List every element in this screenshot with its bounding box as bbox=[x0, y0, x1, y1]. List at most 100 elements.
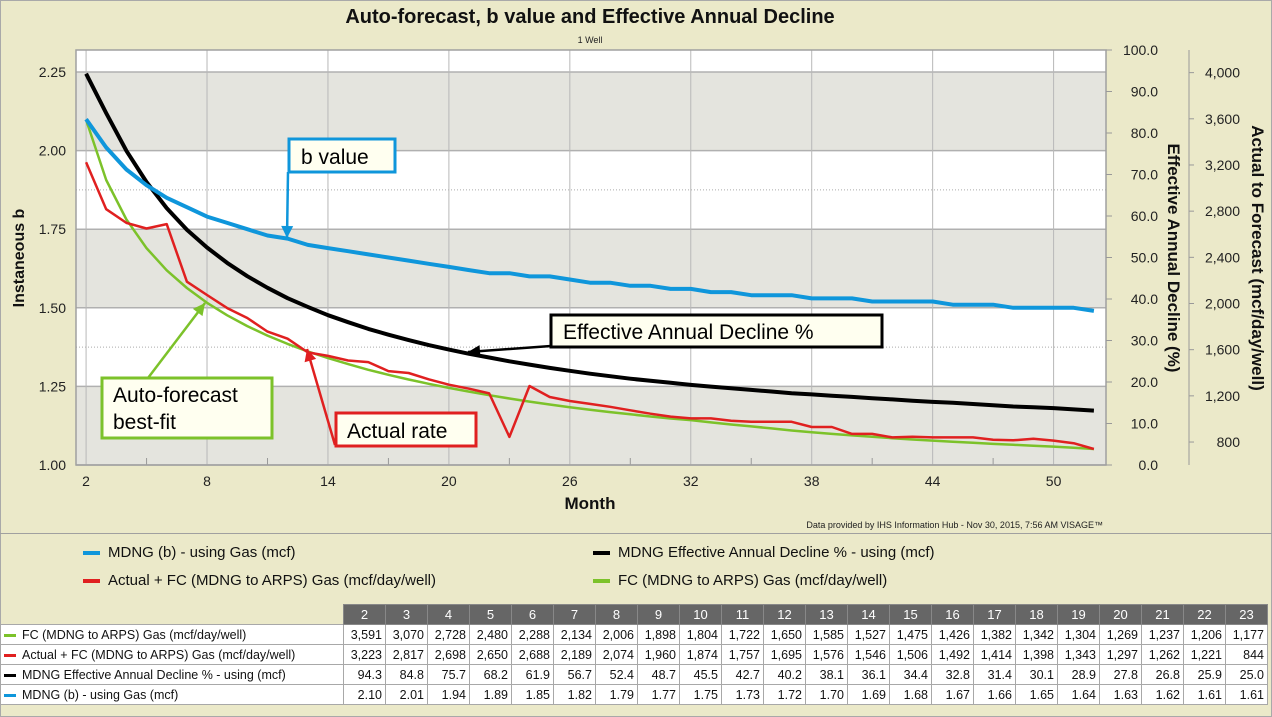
column-header: 15 bbox=[889, 604, 932, 625]
decline-arrow-head bbox=[468, 345, 481, 358]
table-cell: 48.7 bbox=[637, 664, 680, 685]
table-cell: 1,650 bbox=[763, 624, 806, 645]
table-cell: 40.2 bbox=[763, 664, 806, 685]
table-cell: 68.2 bbox=[469, 664, 512, 685]
auto-forecast-callout-text-2: best-fit bbox=[113, 411, 176, 434]
table-cell: 1.70 bbox=[805, 684, 848, 705]
legend-separator bbox=[0, 533, 1272, 534]
auto-forecast-callout bbox=[100, 376, 274, 440]
actual-rate-arrow-head bbox=[304, 349, 317, 363]
column-header: 12 bbox=[763, 604, 806, 625]
x-tick-label: 44 bbox=[925, 473, 941, 489]
b-value-callout bbox=[287, 137, 397, 174]
column-header: 19 bbox=[1057, 604, 1100, 625]
table-cell: 52.4 bbox=[595, 664, 638, 685]
table-cell: 1.72 bbox=[763, 684, 806, 705]
row-label: FC (MDNG to ARPS) Gas (mcf/day/well) bbox=[0, 624, 344, 645]
y-right-tick-label: 1,600 bbox=[1205, 342, 1240, 358]
table-cell: 38.1 bbox=[805, 664, 848, 685]
table-cell: 3,223 bbox=[343, 644, 386, 665]
table-cell: 1,269 bbox=[1099, 624, 1142, 645]
legend-item-decline[interactable]: MDNG Effective Annual Decline % - using … bbox=[593, 544, 935, 561]
legend-label: MDNG Effective Annual Decline % - using … bbox=[618, 544, 935, 561]
column-header: 17 bbox=[973, 604, 1016, 625]
table-cell: 1,898 bbox=[637, 624, 680, 645]
table-cell: 2,006 bbox=[595, 624, 638, 645]
y-mid-tick-label: 40.0 bbox=[1131, 291, 1158, 307]
y-right-tick-label: 3,600 bbox=[1205, 111, 1240, 127]
row-swatch bbox=[4, 693, 16, 697]
table-cell: 2.10 bbox=[343, 684, 386, 705]
table-cell: 1,237 bbox=[1141, 624, 1184, 645]
table-cell: 34.4 bbox=[889, 664, 932, 685]
table-cell: 1,576 bbox=[805, 644, 848, 665]
column-header: 5 bbox=[469, 604, 512, 625]
table-cell: 1,585 bbox=[805, 624, 848, 645]
legend-swatch bbox=[83, 550, 100, 555]
x-tick-label: 2 bbox=[82, 473, 90, 489]
table-cell: 1,804 bbox=[679, 624, 722, 645]
table-cell: 1,304 bbox=[1057, 624, 1100, 645]
y-right-tick-label: 800 bbox=[1217, 434, 1241, 450]
legend-swatch bbox=[593, 550, 610, 555]
table-cell: 2,817 bbox=[385, 644, 428, 665]
decline-arrow-line bbox=[467, 344, 552, 354]
table-cell: 1,757 bbox=[721, 644, 764, 665]
table-cell: 1.75 bbox=[679, 684, 722, 705]
table-cell: 1,475 bbox=[889, 624, 932, 645]
table-cell: 1.94 bbox=[427, 684, 470, 705]
table-row: MDNG Effective Annual Decline % - using … bbox=[0, 664, 1268, 685]
y-left-tick-label: 1.75 bbox=[39, 221, 66, 237]
table-cell: 32.8 bbox=[931, 664, 974, 685]
row-label: Actual + FC (MDNG to ARPS) Gas (mcf/day/… bbox=[0, 644, 344, 665]
grid-band bbox=[76, 229, 1106, 308]
y-left-tick-label: 2.00 bbox=[39, 143, 66, 159]
x-tick-label: 38 bbox=[804, 473, 820, 489]
legend-item-b[interactable]: MDNG (b) - using Gas (mcf) bbox=[83, 544, 296, 561]
table-cell: 25.9 bbox=[1183, 664, 1226, 685]
table-cell: 1,398 bbox=[1015, 644, 1058, 665]
table-row: MDNG (b) - using Gas (mcf) 2.10 2.01 1.94 1.… bbox=[0, 684, 1268, 705]
actual-rate-arrow-line bbox=[305, 348, 337, 446]
y-left-tick-label: 1.00 bbox=[39, 457, 66, 473]
y-mid-tick-label: 10.0 bbox=[1131, 416, 1158, 432]
legend-item-actual[interactable]: Actual + FC (MDNG to ARPS) Gas (mcf/day/… bbox=[83, 572, 436, 589]
table-cell: 42.7 bbox=[721, 664, 764, 685]
x-tick-label: 26 bbox=[562, 473, 578, 489]
y-mid-tick-label: 30.0 bbox=[1131, 333, 1158, 349]
table-cell: 1,382 bbox=[973, 624, 1016, 645]
actual-rate-callout bbox=[334, 411, 478, 448]
b-value-callout-text: b value bbox=[301, 146, 369, 169]
table-cell: 1.82 bbox=[553, 684, 596, 705]
x-tick-label: 14 bbox=[320, 473, 336, 489]
column-header: 6 bbox=[511, 604, 554, 625]
table-cell: 844 bbox=[1225, 644, 1268, 665]
column-header: 16 bbox=[931, 604, 974, 625]
table-cell: 1.66 bbox=[973, 684, 1016, 705]
legend-swatch bbox=[593, 578, 610, 583]
table-cell: 28.9 bbox=[1057, 664, 1100, 685]
column-header: 3 bbox=[385, 604, 428, 625]
table-cell: 1,177 bbox=[1225, 624, 1268, 645]
b-value-arrow-head bbox=[281, 225, 294, 238]
table-cell: 1.85 bbox=[511, 684, 554, 705]
table-cell: 1.67 bbox=[931, 684, 974, 705]
legend-label: Actual + FC (MDNG to ARPS) Gas (mcf/day/… bbox=[108, 572, 436, 589]
y-mid-tick-label: 90.0 bbox=[1131, 84, 1158, 100]
table-cell: 1,343 bbox=[1057, 644, 1100, 665]
y-right-tick-label: 4,000 bbox=[1205, 65, 1240, 81]
table-cell: 1,506 bbox=[889, 644, 932, 665]
table-cell: 2,134 bbox=[553, 624, 596, 645]
legend-item-fc[interactable]: FC (MDNG to ARPS) Gas (mcf/day/well) bbox=[593, 572, 887, 589]
y-left-tick-label: 1.25 bbox=[39, 378, 66, 394]
y-left-axis-title: Instaneous b bbox=[11, 208, 28, 307]
footer-credit: Data provided by IHS Information Hub - N… bbox=[806, 520, 1103, 530]
table-cell: 1,722 bbox=[721, 624, 764, 645]
grid-band bbox=[76, 72, 1106, 151]
column-header: 9 bbox=[637, 604, 680, 625]
table-cell: 1,426 bbox=[931, 624, 974, 645]
data-table: 2 3 4 5 6 7 8 9 10 11 12 13 14 15 16 17 18 19 20 21 22 23 FC (… bbox=[0, 604, 1268, 705]
table-cell: 1,695 bbox=[763, 644, 806, 665]
table-row: Actual + FC (MDNG to ARPS) Gas (mcf/day/… bbox=[0, 644, 1268, 665]
table-cell: 1.68 bbox=[889, 684, 932, 705]
